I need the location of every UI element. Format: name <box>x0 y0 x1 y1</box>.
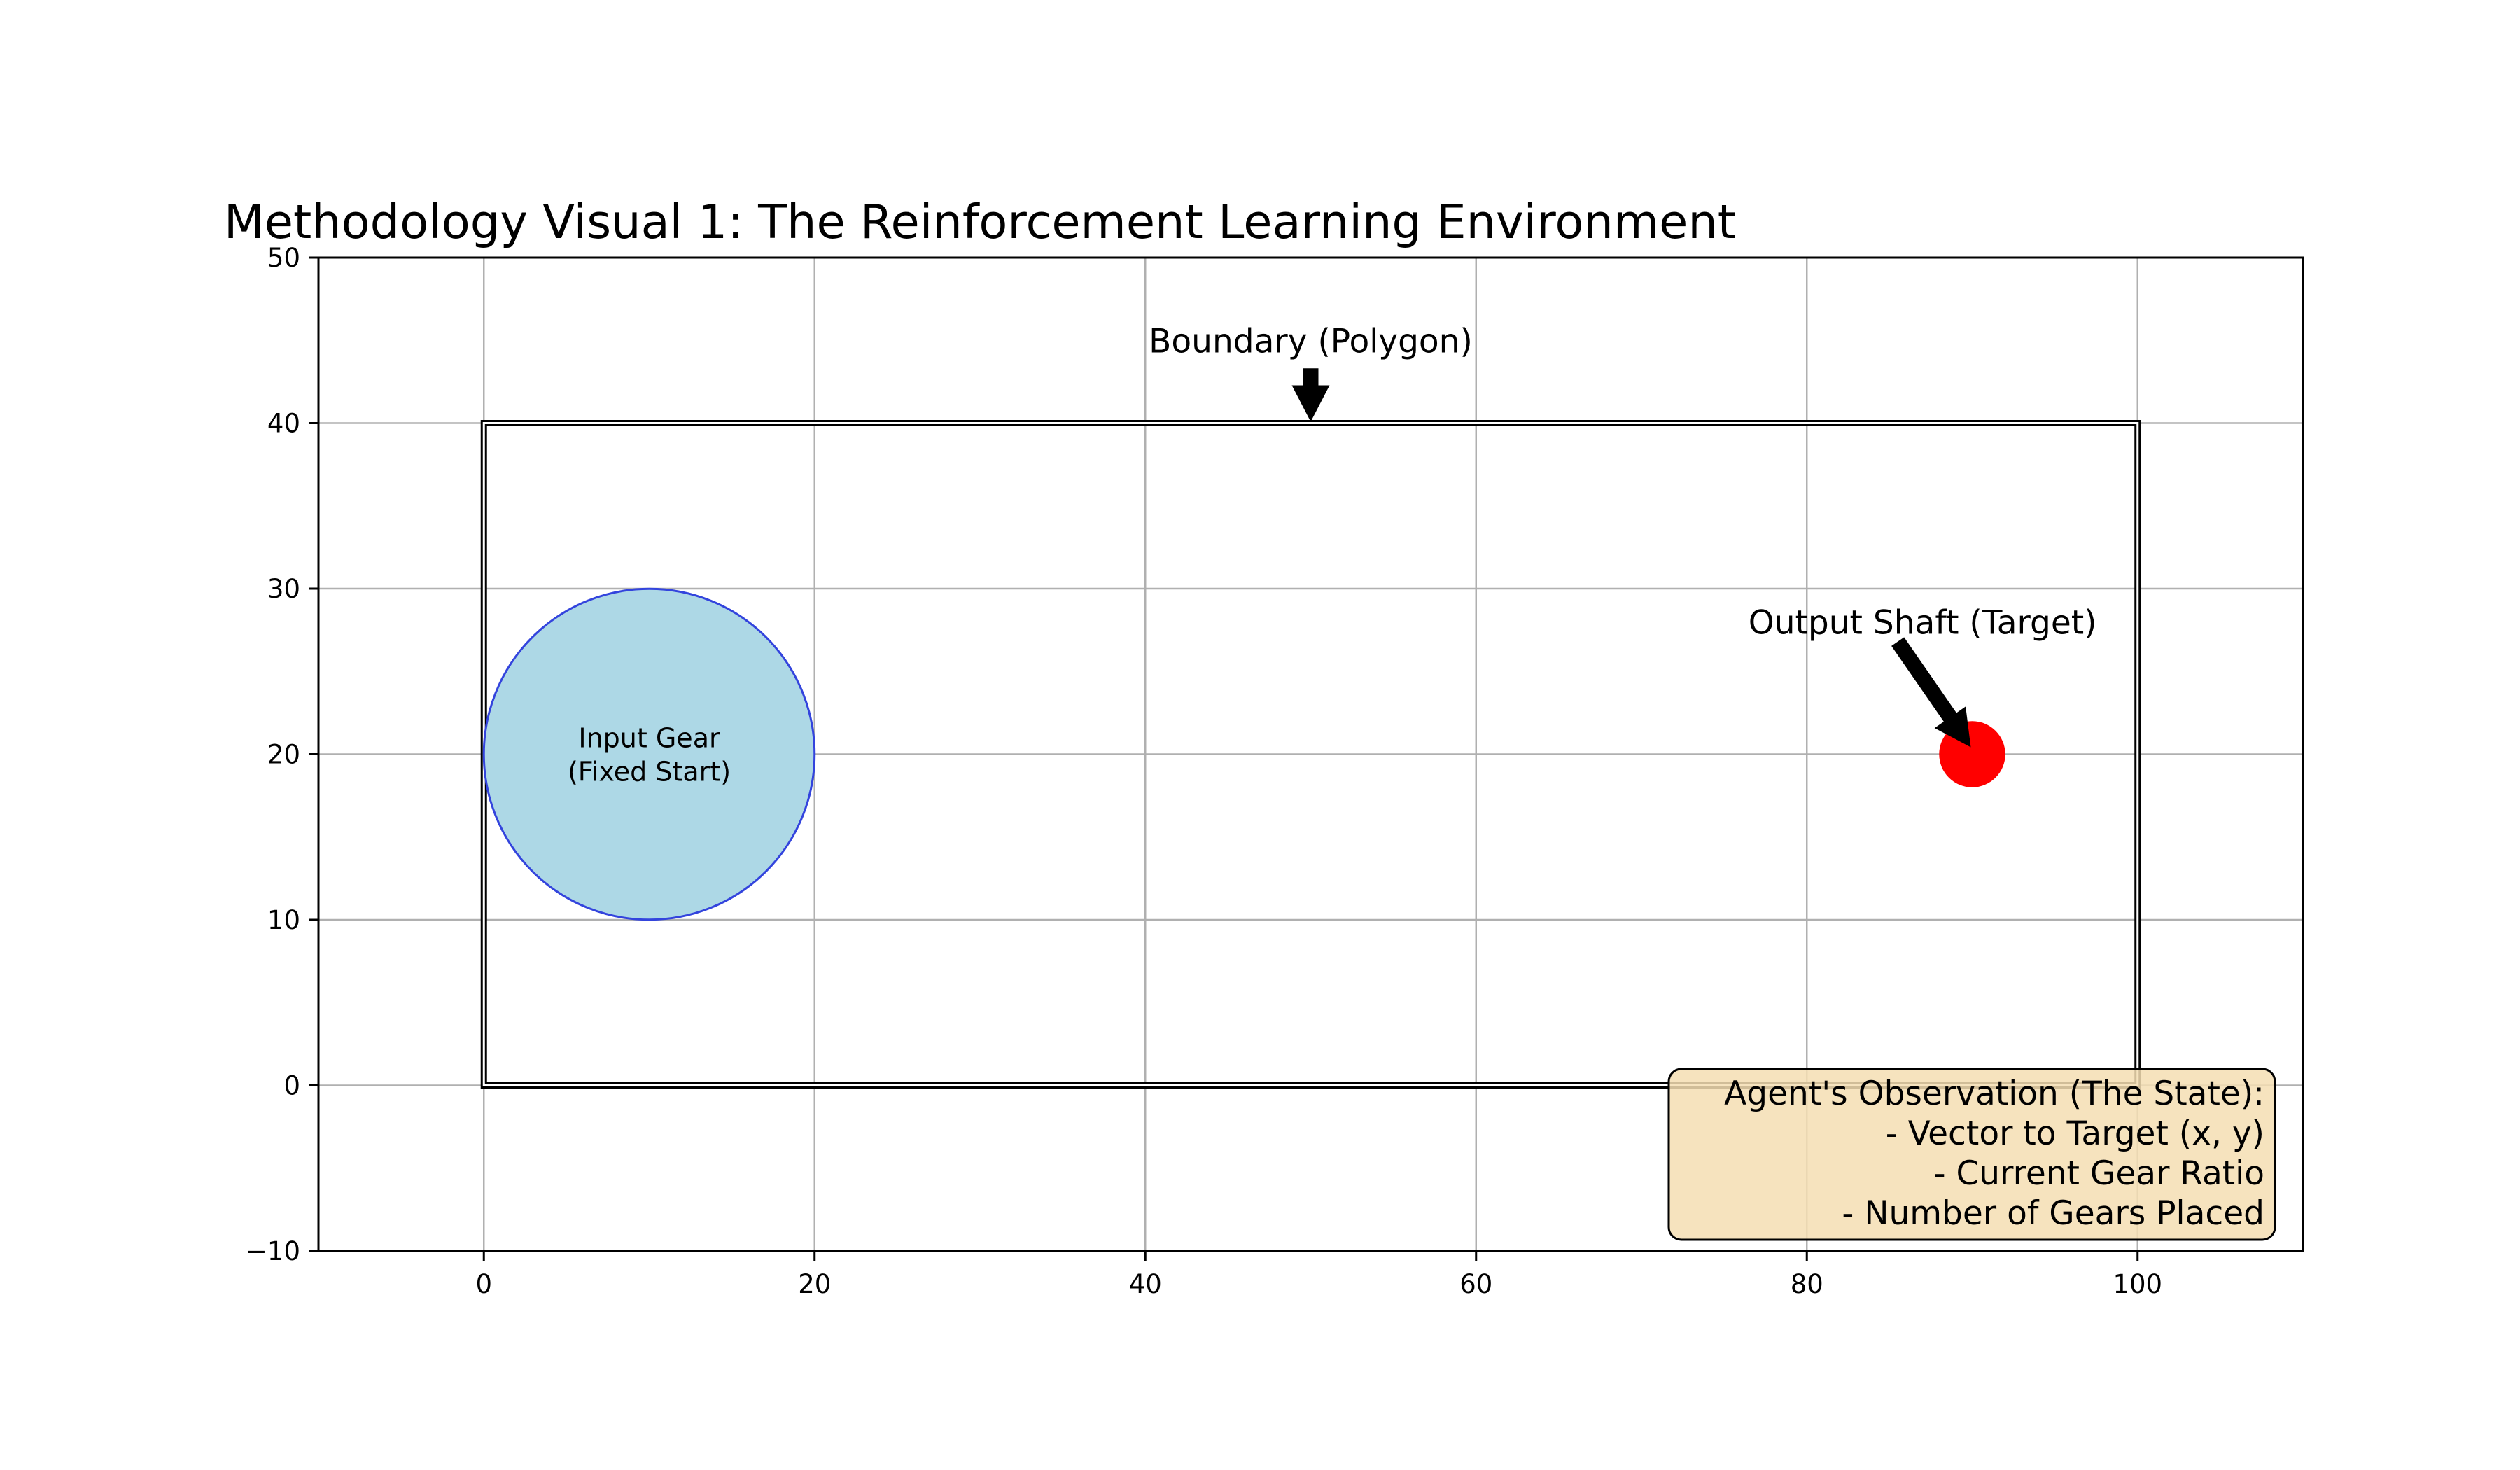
state-box-group: Agent's Observation (The State):- Vector… <box>1667 1068 2276 1241</box>
state-box <box>1667 1068 2276 1241</box>
x-tick-label: 0 <box>475 1269 492 1299</box>
x-tick-label: 40 <box>1129 1269 1162 1299</box>
y-tick-label: 20 <box>267 740 300 770</box>
state-box-line: - Vector to Target (x, y) <box>1886 1114 2264 1153</box>
boundary-polygon-inner <box>482 422 2139 1086</box>
y-tick-label: 10 <box>267 905 300 935</box>
output-shaft-arrow <box>1891 637 1971 748</box>
chart-title: Methodology Visual 1: The Reinforcement … <box>224 195 1736 249</box>
boundary-group <box>480 420 2141 1088</box>
input-gear-group: Input Gear(Fixed Start) <box>482 587 816 921</box>
input-gear-circle <box>482 587 816 921</box>
annotations: Boundary (Polygon) Output Shaft (Target) <box>1149 322 2097 748</box>
state-box-line: Agent's Observation (The State): <box>1724 1074 2264 1113</box>
y-tick-label: 30 <box>267 574 300 604</box>
x-tick-label: 60 <box>1460 1269 1492 1299</box>
state-box-line: - Number of Gears Placed <box>1842 1194 2264 1233</box>
output-shaft-label: Output Shaft (Target) <box>1749 603 2097 642</box>
x-tick-label: 100 <box>2113 1269 2162 1299</box>
axis-ticks: 0 20 40 60 80 100 −10 0 10 20 30 40 50 <box>246 243 2162 1299</box>
boundary-arrow <box>1292 368 1330 422</box>
state-box-line: - Current Gear Ratio <box>1934 1154 2264 1193</box>
x-tick-label: 80 <box>1791 1269 1823 1299</box>
y-tick-label: 0 <box>284 1071 300 1101</box>
y-tick-label: 40 <box>267 409 300 439</box>
y-tick-label: 50 <box>267 243 300 273</box>
input-gear-label: Input Gear <box>578 723 720 754</box>
input-gear-label: (Fixed Start) <box>568 757 731 788</box>
y-tick-label: −10 <box>246 1236 300 1266</box>
x-tick-label: 20 <box>798 1269 831 1299</box>
boundary-label: Boundary (Polygon) <box>1149 322 1473 360</box>
